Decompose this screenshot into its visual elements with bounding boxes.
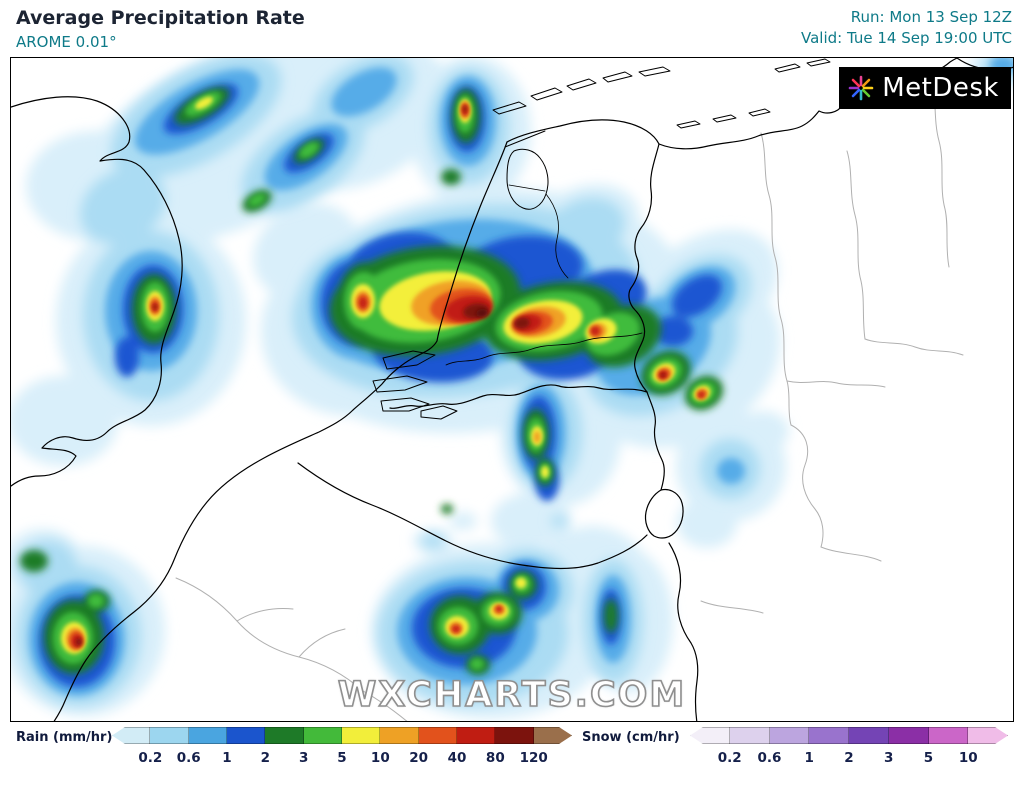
metdesk-starburst-icon	[848, 75, 874, 101]
snow-color-scale: 0.2 0.6 1 2 3 5 10	[690, 727, 1008, 768]
snow-scale-ticks: 0.2 0.6 1 2 3 5 10	[717, 750, 978, 766]
metdesk-logo: MetDesk	[839, 67, 1011, 109]
snow-color-bar	[690, 727, 1008, 744]
rain-legend-label: Rain (mm/hr)	[16, 730, 113, 745]
page-title: Average Precipitation Rate	[16, 7, 305, 29]
wxcharts-watermark: WXCHARTS.COM	[337, 674, 687, 716]
rain-color-bar	[112, 727, 572, 744]
precipitation-map: MetDesk WXCHARTS.COM	[10, 57, 1014, 722]
legend-bar: Rain (mm/hr) 0.2 0.6 1 2 3 5 10 20 40 80 120 Snow …	[0, 722, 1024, 785]
rain-color-scale: 0.2 0.6 1 2 3 5 10 20 40 80 120	[112, 727, 572, 768]
model-label: AROME 0.01°	[16, 33, 117, 51]
rain-scale-ticks: 0.2 0.6 1 2 3 5 10 20 40 80 120	[138, 750, 548, 766]
run-label: Run: Mon 13 Sep 12Z	[850, 8, 1012, 26]
run-info: Run: Mon 13 Sep 12Z Valid: Tue 14 Sep 19…	[801, 7, 1012, 49]
snow-legend-label: Snow (cm/hr)	[582, 730, 680, 745]
map-canvas	[11, 58, 1013, 721]
metdesk-logo-text: MetDesk	[882, 73, 999, 103]
header: Average Precipitation Rate AROME 0.01° R…	[0, 0, 1024, 57]
valid-label: Valid: Tue 14 Sep 19:00 UTC	[801, 29, 1012, 47]
